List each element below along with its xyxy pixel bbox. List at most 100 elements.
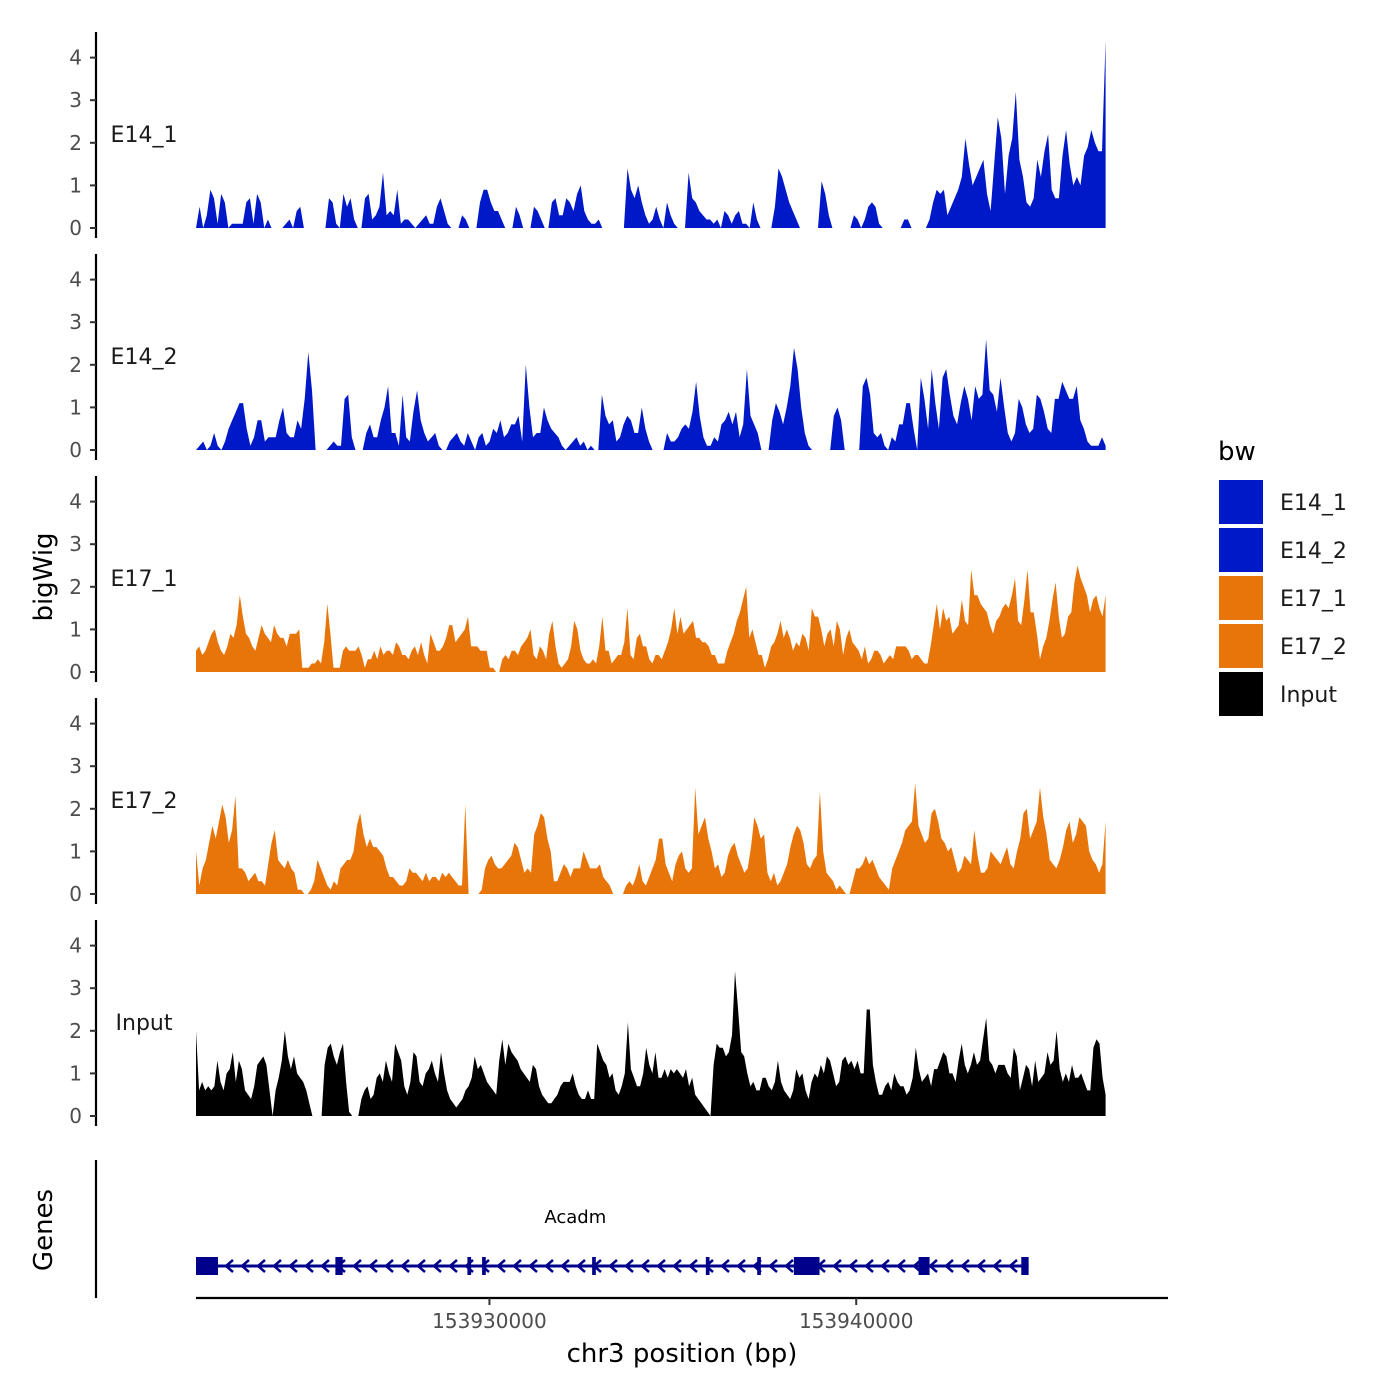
- y-tick-label: 1: [69, 839, 82, 863]
- strand-arrow: [320, 1259, 330, 1273]
- y-tick-label: 3: [69, 976, 82, 1000]
- track-label: Input: [116, 1011, 173, 1036]
- legend-swatch: [1219, 576, 1263, 620]
- strand-arrow: [304, 1259, 314, 1273]
- legend-swatch: [1219, 672, 1263, 716]
- y-tick-label: 4: [69, 490, 82, 514]
- x-tick-label: 153930000: [432, 1309, 547, 1333]
- gene-exon: [918, 1257, 930, 1275]
- y-tick-label: 2: [69, 575, 82, 599]
- genes-axis-title: Genes: [29, 1189, 59, 1271]
- strand-arrow: [480, 1259, 490, 1273]
- x-axis: 153930000 153940000: [196, 1296, 1168, 1333]
- strand-arrow: [384, 1259, 394, 1273]
- strand-arrow: [288, 1259, 298, 1273]
- gene-exon: [335, 1257, 343, 1275]
- y-tick-label: 3: [69, 532, 82, 556]
- gene-exon: [482, 1257, 486, 1275]
- y-tick-label: 4: [69, 46, 82, 70]
- gene-exon: [196, 1257, 219, 1275]
- legend-label: E14_1: [1280, 491, 1347, 516]
- legend-item-E14_2: E14_2: [1219, 528, 1347, 572]
- legend-label: Input: [1280, 683, 1337, 708]
- strand-arrow: [224, 1259, 234, 1273]
- y-tick-label: 1: [69, 395, 82, 419]
- y-tick-label: 2: [69, 353, 82, 377]
- strand-arrow: [544, 1259, 554, 1273]
- y-tick-label: 1: [69, 1061, 82, 1085]
- strand-arrow: [432, 1259, 442, 1273]
- signal-area-E14_1: [196, 40, 1106, 228]
- y-axis-title: bigWig: [29, 532, 59, 621]
- strand-arrow: [496, 1259, 506, 1273]
- x-axis-title: chr3 position (bp): [567, 1339, 798, 1369]
- legend-label: E17_1: [1280, 587, 1347, 612]
- legend-item-E14_1: E14_1: [1219, 480, 1347, 524]
- strand-arrow: [864, 1259, 874, 1273]
- strand-arrow: [880, 1259, 890, 1273]
- strand-arrow: [416, 1259, 426, 1273]
- strand-arrow: [256, 1259, 266, 1273]
- strand-arrow: [928, 1259, 938, 1273]
- strand-arrow: [736, 1259, 746, 1273]
- y-tick-label: 2: [69, 1019, 82, 1043]
- strand-arrow: [944, 1259, 954, 1273]
- track-label: E17_1: [111, 567, 178, 592]
- track-label: E17_2: [111, 789, 178, 814]
- gene-track: Acadm: [94, 1160, 1029, 1298]
- strand-arrow: [992, 1259, 1002, 1273]
- strand-arrow: [848, 1259, 858, 1273]
- gene-name-label: Acadm: [544, 1207, 606, 1228]
- strand-arrow: [832, 1259, 842, 1273]
- strand-arrow: [672, 1259, 682, 1273]
- strand-arrow: [448, 1259, 458, 1273]
- strand-arrow: [240, 1259, 250, 1273]
- legend-title: bw: [1218, 437, 1256, 467]
- strand-arrow: [352, 1259, 362, 1273]
- tracks-layer: 0 1 2 3 4 E14_1 0 1 2 3 4 E14_2 0 1 2 3 4 E17_1 0 1 2 3 4 E17_2…: [69, 32, 1106, 1128]
- strand-arrow: [976, 1259, 986, 1273]
- gene-exon: [757, 1257, 761, 1275]
- strand-arrow: [960, 1259, 970, 1273]
- strand-arrow: [576, 1259, 586, 1273]
- y-tick-label: 2: [69, 797, 82, 821]
- signal-area-E17_2: [196, 783, 1106, 894]
- gene-exon: [705, 1257, 710, 1275]
- legend-item-E17_2: E17_2: [1219, 624, 1347, 668]
- y-tick-label: 0: [69, 216, 82, 240]
- legend-item-Input: Input: [1219, 672, 1337, 716]
- y-tick-label: 0: [69, 438, 82, 462]
- gene-exon: [1021, 1257, 1029, 1275]
- track-E17_1: 0 1 2 3 4 E17_1: [69, 476, 1106, 684]
- signal-area-E17_1: [196, 565, 1106, 672]
- strand-arrow: [1008, 1259, 1018, 1273]
- y-tick-label: 3: [69, 310, 82, 334]
- y-tick-label: 4: [69, 934, 82, 958]
- strand-arrow: [656, 1259, 666, 1273]
- gene-exon: [467, 1257, 472, 1275]
- track-E17_2: 0 1 2 3 4 E17_2: [69, 698, 1106, 906]
- legend-item-E17_1: E17_1: [1219, 576, 1347, 620]
- y-tick-label: 0: [69, 882, 82, 906]
- legend-swatch: [1219, 480, 1263, 524]
- track-Input: 0 1 2 3 4 Input: [69, 920, 1106, 1128]
- y-tick-label: 4: [69, 712, 82, 736]
- y-tick-label: 1: [69, 617, 82, 641]
- y-tick-label: 3: [69, 754, 82, 778]
- strand-arrow: [272, 1259, 282, 1273]
- track-E14_2: 0 1 2 3 4 E14_2: [69, 254, 1106, 462]
- legend-swatch: [1219, 624, 1263, 668]
- x-tick-label: 153940000: [799, 1309, 914, 1333]
- legend-label: E17_2: [1280, 635, 1347, 660]
- y-tick-label: 0: [69, 660, 82, 684]
- y-tick-label: 1: [69, 173, 82, 197]
- y-tick-label: 2: [69, 131, 82, 155]
- y-tick-label: 4: [69, 268, 82, 292]
- gene-exon: [592, 1257, 596, 1275]
- gene-exon: [793, 1257, 820, 1275]
- strand-arrow: [512, 1259, 522, 1273]
- signal-area-E14_2: [196, 339, 1106, 450]
- legend-label: E14_2: [1280, 539, 1347, 564]
- strand-arrow: [640, 1259, 650, 1273]
- track-E14_1: 0 1 2 3 4 E14_1: [69, 32, 1106, 240]
